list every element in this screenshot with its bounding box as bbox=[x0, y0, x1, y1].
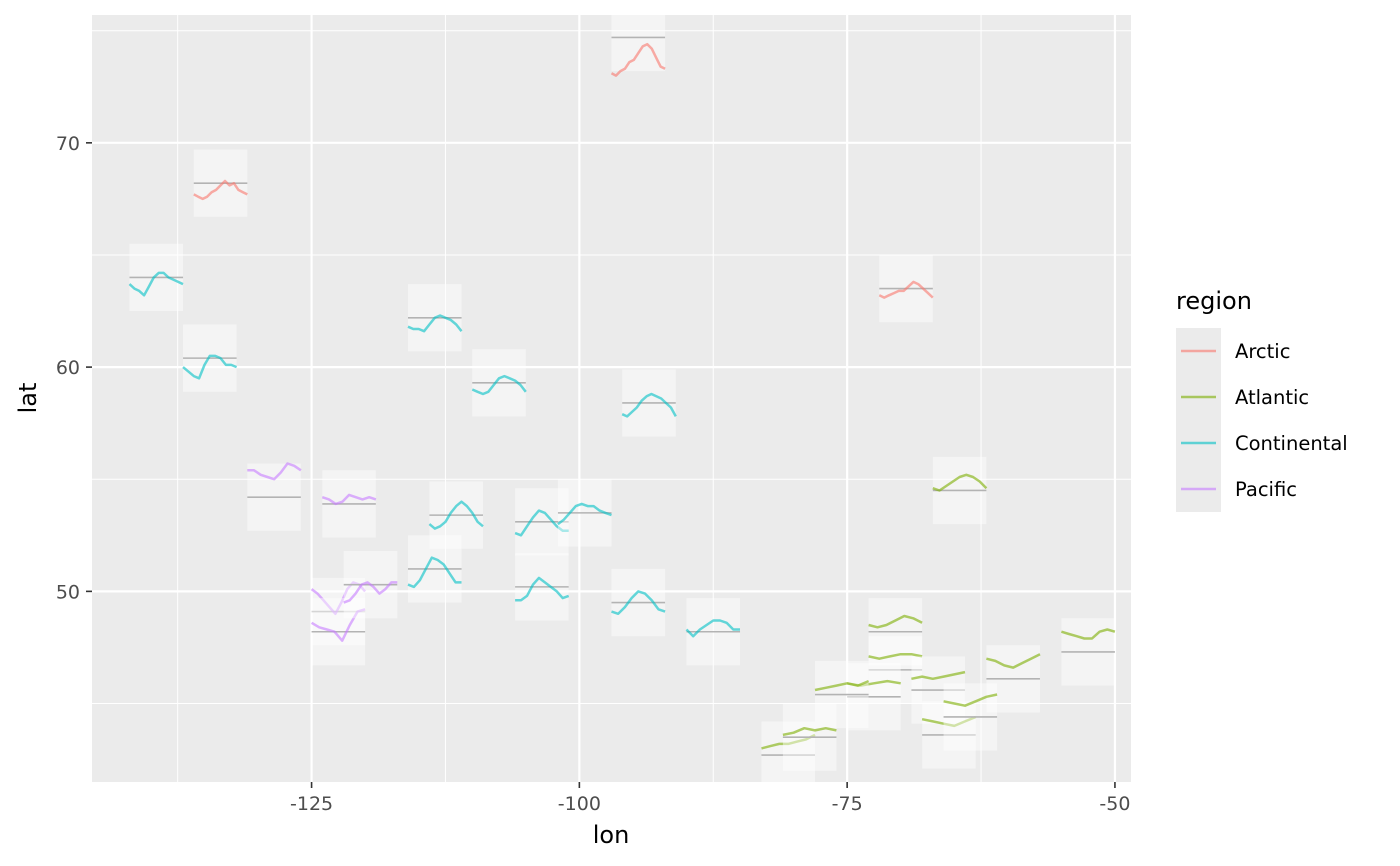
legend-item-arctic: Arctic bbox=[1176, 328, 1290, 374]
glyph-continental bbox=[182, 324, 238, 392]
glyph-series-line bbox=[685, 619, 740, 638]
glyph-series-line bbox=[911, 670, 966, 681]
y-tick-label: 60 bbox=[56, 357, 80, 379]
glyph-continental bbox=[611, 568, 666, 637]
legend: region Arctic Atlantic Continental Pacific bbox=[1176, 287, 1348, 512]
glyph-series-line bbox=[471, 374, 527, 396]
x-tick-label: -50 bbox=[1099, 793, 1130, 815]
plot-panel bbox=[92, 15, 1131, 782]
x-tick-label: -100 bbox=[558, 793, 601, 815]
legend-label: Arctic bbox=[1235, 340, 1290, 363]
glyph-continental bbox=[515, 553, 570, 621]
glyph-series-line bbox=[943, 693, 998, 707]
glyph-layer bbox=[128, 3, 1116, 789]
glyph-atlantic bbox=[846, 663, 901, 731]
x-axis-title: lon bbox=[593, 821, 630, 849]
glyph-series-line bbox=[761, 733, 816, 750]
glyph-series-line bbox=[343, 581, 398, 604]
glyph-arctic bbox=[610, 3, 666, 77]
glyph-atlantic bbox=[943, 683, 998, 751]
legend-item-pacific: Pacific bbox=[1176, 466, 1297, 512]
y-tick-label: 50 bbox=[56, 581, 80, 603]
glyph-series-line bbox=[515, 576, 570, 602]
axes: -125 -100 -75 -50 50 60 70 bbox=[56, 133, 1131, 815]
glyph-continental bbox=[471, 349, 527, 417]
y-axis-title: lat bbox=[14, 383, 42, 414]
glyph-series-line bbox=[610, 42, 666, 77]
glyph-series-line bbox=[921, 715, 977, 728]
glyph-continental bbox=[557, 479, 612, 547]
x-tick-label: -125 bbox=[290, 793, 333, 815]
glyph-series-line bbox=[247, 462, 302, 481]
glyph-pacific bbox=[343, 551, 398, 619]
glyph-series-line bbox=[182, 354, 238, 380]
glyph-series-line bbox=[321, 493, 377, 506]
grid-major bbox=[92, 15, 1131, 782]
glyph-arctic bbox=[193, 149, 248, 217]
glyph-pacific bbox=[321, 470, 377, 538]
glyph-pacific bbox=[310, 598, 366, 666]
legend-title: region bbox=[1176, 287, 1252, 315]
glyph-series-line bbox=[621, 392, 677, 418]
glyph-series-line bbox=[986, 653, 1041, 669]
glyph-series-line bbox=[128, 271, 184, 297]
x-tick-label: -75 bbox=[832, 793, 863, 815]
glyph-series-line bbox=[310, 581, 367, 616]
glyph-series-line bbox=[814, 679, 870, 692]
glyph-continental bbox=[514, 488, 569, 556]
glyph-continental bbox=[128, 243, 184, 312]
legend-item-atlantic: Atlantic bbox=[1176, 374, 1309, 420]
glyph-continental bbox=[407, 535, 462, 603]
legend-item-continental: Continental bbox=[1176, 420, 1348, 466]
legend-label: Continental bbox=[1235, 432, 1348, 455]
glyph-series-line bbox=[611, 590, 666, 616]
glyph-continental bbox=[407, 284, 463, 352]
glyph-series-line bbox=[428, 500, 484, 530]
glyph-continental bbox=[621, 369, 677, 437]
glyph-series-line bbox=[407, 314, 463, 333]
glyph-series-line bbox=[868, 652, 923, 660]
glyph-series-line bbox=[557, 502, 612, 526]
glyph-series-line bbox=[932, 473, 988, 492]
glyph-series-line bbox=[407, 556, 462, 589]
glyph-series-line bbox=[1061, 628, 1116, 640]
glyph-atlantic bbox=[1061, 618, 1116, 686]
glyph-continental bbox=[685, 598, 741, 666]
glyph-pacific bbox=[247, 462, 302, 531]
glyph-atlantic bbox=[921, 701, 977, 769]
y-tick-label: 70 bbox=[56, 133, 80, 155]
glyph-series-line bbox=[310, 608, 366, 642]
glyph-arctic bbox=[878, 254, 934, 323]
legend-label: Atlantic bbox=[1235, 386, 1309, 409]
glyph-atlantic bbox=[986, 645, 1041, 713]
legend-label: Pacific bbox=[1235, 478, 1297, 501]
glyph-series-line bbox=[868, 614, 923, 629]
glyph-series-line bbox=[514, 509, 569, 537]
glyph-series-line bbox=[782, 726, 837, 737]
glyph-atlantic bbox=[814, 660, 870, 729]
glyph-atlantic bbox=[868, 636, 923, 704]
glyph-series-line bbox=[193, 179, 248, 201]
glyph-series-line bbox=[878, 280, 934, 299]
glyph-atlantic bbox=[932, 456, 988, 525]
glyph-atlantic bbox=[782, 703, 837, 771]
glyph-continental bbox=[428, 481, 484, 549]
glyph-atlantic bbox=[911, 656, 966, 724]
